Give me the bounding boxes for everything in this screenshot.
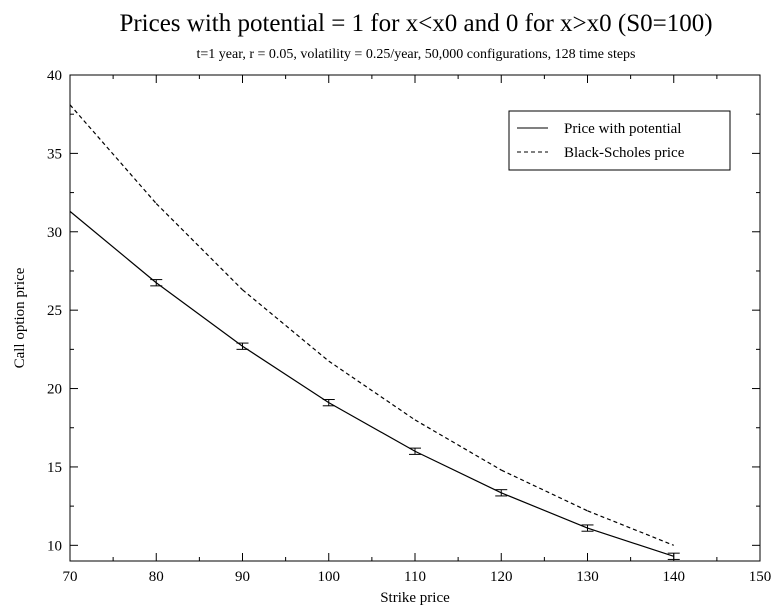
line-segment-price-with-potential bbox=[587, 527, 674, 557]
line-segment-price-with-potential bbox=[501, 492, 588, 529]
axis-ticks: 70 80 90 100 110 120 130 140 150 10 15 20 25 30 35 40 bbox=[47, 68, 771, 585]
x-tick-label: 80 bbox=[149, 569, 164, 585]
line-segment-black-scholes-price bbox=[155, 203, 243, 291]
line-segment-price-with-potential bbox=[69, 210, 157, 284]
y-tick-label: 25 bbox=[47, 303, 62, 319]
y-tick-label: 15 bbox=[47, 460, 62, 476]
y-axis-label: Call option price bbox=[12, 267, 28, 368]
x-tick-label: 120 bbox=[490, 569, 513, 585]
x-tick-label: 130 bbox=[576, 569, 599, 585]
line-segment-black-scholes-price bbox=[328, 360, 416, 421]
x-tick-label: 100 bbox=[318, 569, 341, 585]
legend-box bbox=[508, 110, 731, 171]
legend: Price with potential Black-Scholes price bbox=[508, 110, 731, 171]
y-tick-label: 30 bbox=[47, 225, 62, 241]
line-segment-black-scholes-price bbox=[242, 289, 330, 362]
chart-subtitle: t=1 year, r = 0.05, volatility = 0.25/ye… bbox=[197, 47, 636, 62]
line-segment-price-with-potential bbox=[414, 450, 502, 494]
line-segment-black-scholes-price bbox=[69, 104, 157, 204]
x-tick-label: 90 bbox=[235, 569, 250, 585]
y-tick-label: 20 bbox=[47, 382, 62, 398]
line-segment-black-scholes-price bbox=[587, 510, 674, 546]
legend-label-black-scholes: Black-Scholes price bbox=[564, 145, 685, 161]
error-bar bbox=[322, 399, 335, 407]
line-segment-black-scholes-price bbox=[414, 419, 502, 471]
error-bar bbox=[495, 489, 508, 497]
line-segment-price-with-potential bbox=[242, 345, 330, 404]
line-segment-price-with-potential bbox=[155, 282, 243, 347]
error-bar bbox=[150, 279, 163, 287]
x-tick-label: 140 bbox=[663, 569, 686, 585]
chart-title: Prices with potential = 1 for x<x0 and 0… bbox=[119, 10, 712, 37]
error-bar bbox=[236, 342, 249, 350]
line-segment-black-scholes-price bbox=[500, 469, 588, 512]
y-tick-label: 10 bbox=[47, 538, 62, 554]
x-tick-label: 150 bbox=[749, 569, 772, 585]
x-tick-label: 70 bbox=[63, 569, 78, 585]
error-bar bbox=[409, 447, 421, 455]
line-segment-price-with-potential bbox=[328, 402, 416, 452]
y-tick-label: 35 bbox=[47, 146, 62, 162]
error-bar bbox=[581, 524, 594, 532]
error-bar bbox=[667, 552, 680, 560]
legend-label-price-with-potential: Price with potential bbox=[564, 121, 681, 137]
x-tick-label: 110 bbox=[404, 569, 426, 585]
y-tick-label: 40 bbox=[47, 68, 62, 84]
x-axis-label: Strike price bbox=[380, 590, 450, 606]
series-layer bbox=[69, 104, 680, 560]
